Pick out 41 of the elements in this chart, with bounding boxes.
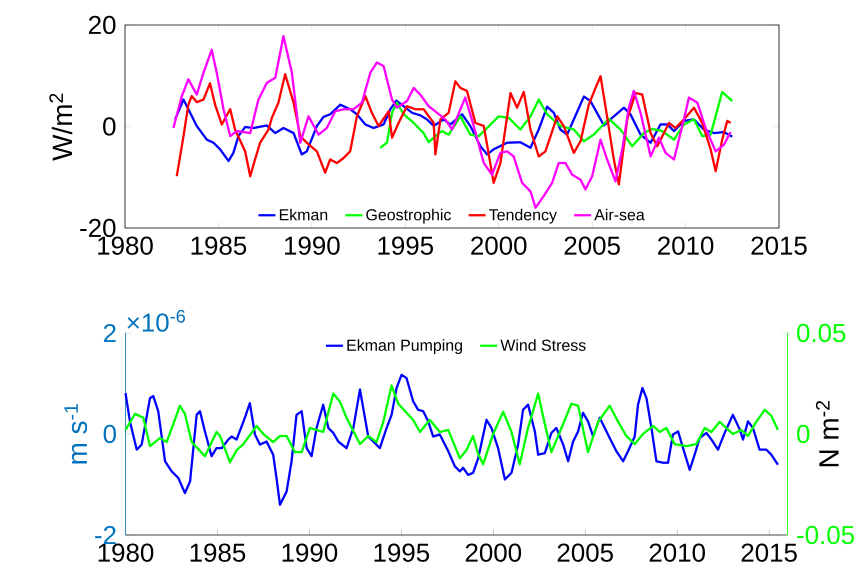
x-tick-label: 1995 [378,236,433,255]
legend-label: Ekman Pumping [347,339,462,354]
y2-tick-label: 0 [797,424,810,444]
y-axis-title: W/m$^{2}$ [49,94,72,161]
x-tick-label: 2010 [658,236,714,255]
line-series [379,90,734,149]
line-series [176,73,732,186]
y-tick-label: -2 [95,526,116,544]
x-tick-label: 1990 [285,236,340,255]
line-series [124,374,780,506]
line-series [174,95,734,162]
y-axis-title: m s$^{-1}$ [64,404,88,464]
y-tick-label: 0 [103,117,116,136]
x-tick-label: 2015 [742,544,797,562]
x-tick-label: 1990 [282,544,338,562]
x-tick-label: 1985 [192,236,246,255]
x-tick-label: 2000 [466,544,522,562]
text: ×10$^{-6}$ [128,310,185,332]
x-tick-label: 2015 [751,236,807,255]
y-tick-label: 20 [88,16,116,34]
x-tick-label: 1985 [190,544,246,562]
y-tick-label: 2 [104,324,116,342]
legend-label: Air-sea [594,208,645,220]
line-series [124,384,780,466]
y-tick-label: 0 [104,424,116,444]
legend-label: Tendency [489,208,557,224]
x-tick-label: 1980 [98,544,154,562]
y2-tick-label: 0.05 [797,324,846,342]
x-tick-label: 1995 [374,544,430,562]
legend-label: Wind Stress [500,339,586,351]
y2-axis-title: N m$^{-2}$ [816,400,839,466]
legend-label: Ekman [280,208,328,220]
x-tick-label: 2010 [650,544,705,562]
legend-label: Geostrophic [366,208,451,224]
x-tick-label: 2005 [558,544,613,562]
x-tick-label: 2000 [471,236,527,255]
line-series [172,35,732,209]
y2-tick-label: -0.05 [797,526,854,544]
x-tick-label: 1980 [98,236,153,255]
y-tick-label: -20 [80,218,116,238]
x-tick-label: 2005 [564,236,620,255]
